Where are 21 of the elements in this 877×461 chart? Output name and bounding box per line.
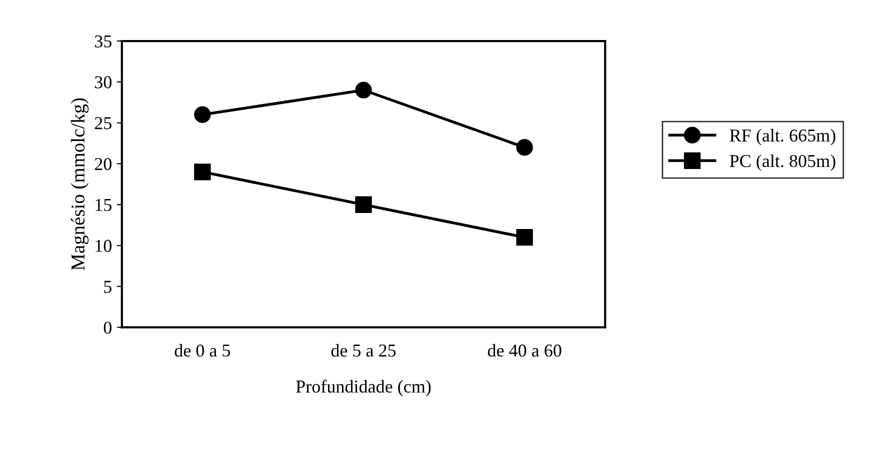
y-tick-label: 5	[104, 280, 112, 293]
x-tick-label: de 5 a 25	[331, 344, 396, 357]
x-tick-label: de 40 a 60	[488, 344, 562, 357]
legend-label: RF (alt. 665m)	[730, 128, 836, 146]
point	[355, 82, 372, 98]
point	[194, 106, 211, 123]
y-tick-label: 25	[94, 117, 112, 130]
y-tick-label: 35	[94, 35, 112, 48]
y-tick-label: 15	[96, 198, 112, 212]
y-tick-label: 0	[104, 322, 112, 334]
y-axis-title: Magnésio (mmolc/kg)	[70, 98, 89, 270]
y-tick-label: 30	[94, 76, 112, 88]
x-axis-title: Profundidade (cm)	[296, 380, 431, 396]
x-tick-label: de 0 a 5	[174, 344, 230, 357]
point	[355, 196, 372, 213]
point	[516, 139, 533, 156]
point	[516, 229, 533, 246]
legend-label: PC (alt. 805m)	[730, 154, 836, 171]
y-tick-label: 20	[94, 158, 112, 170]
y-tick-label: 10	[96, 240, 112, 252]
point	[194, 164, 211, 180]
